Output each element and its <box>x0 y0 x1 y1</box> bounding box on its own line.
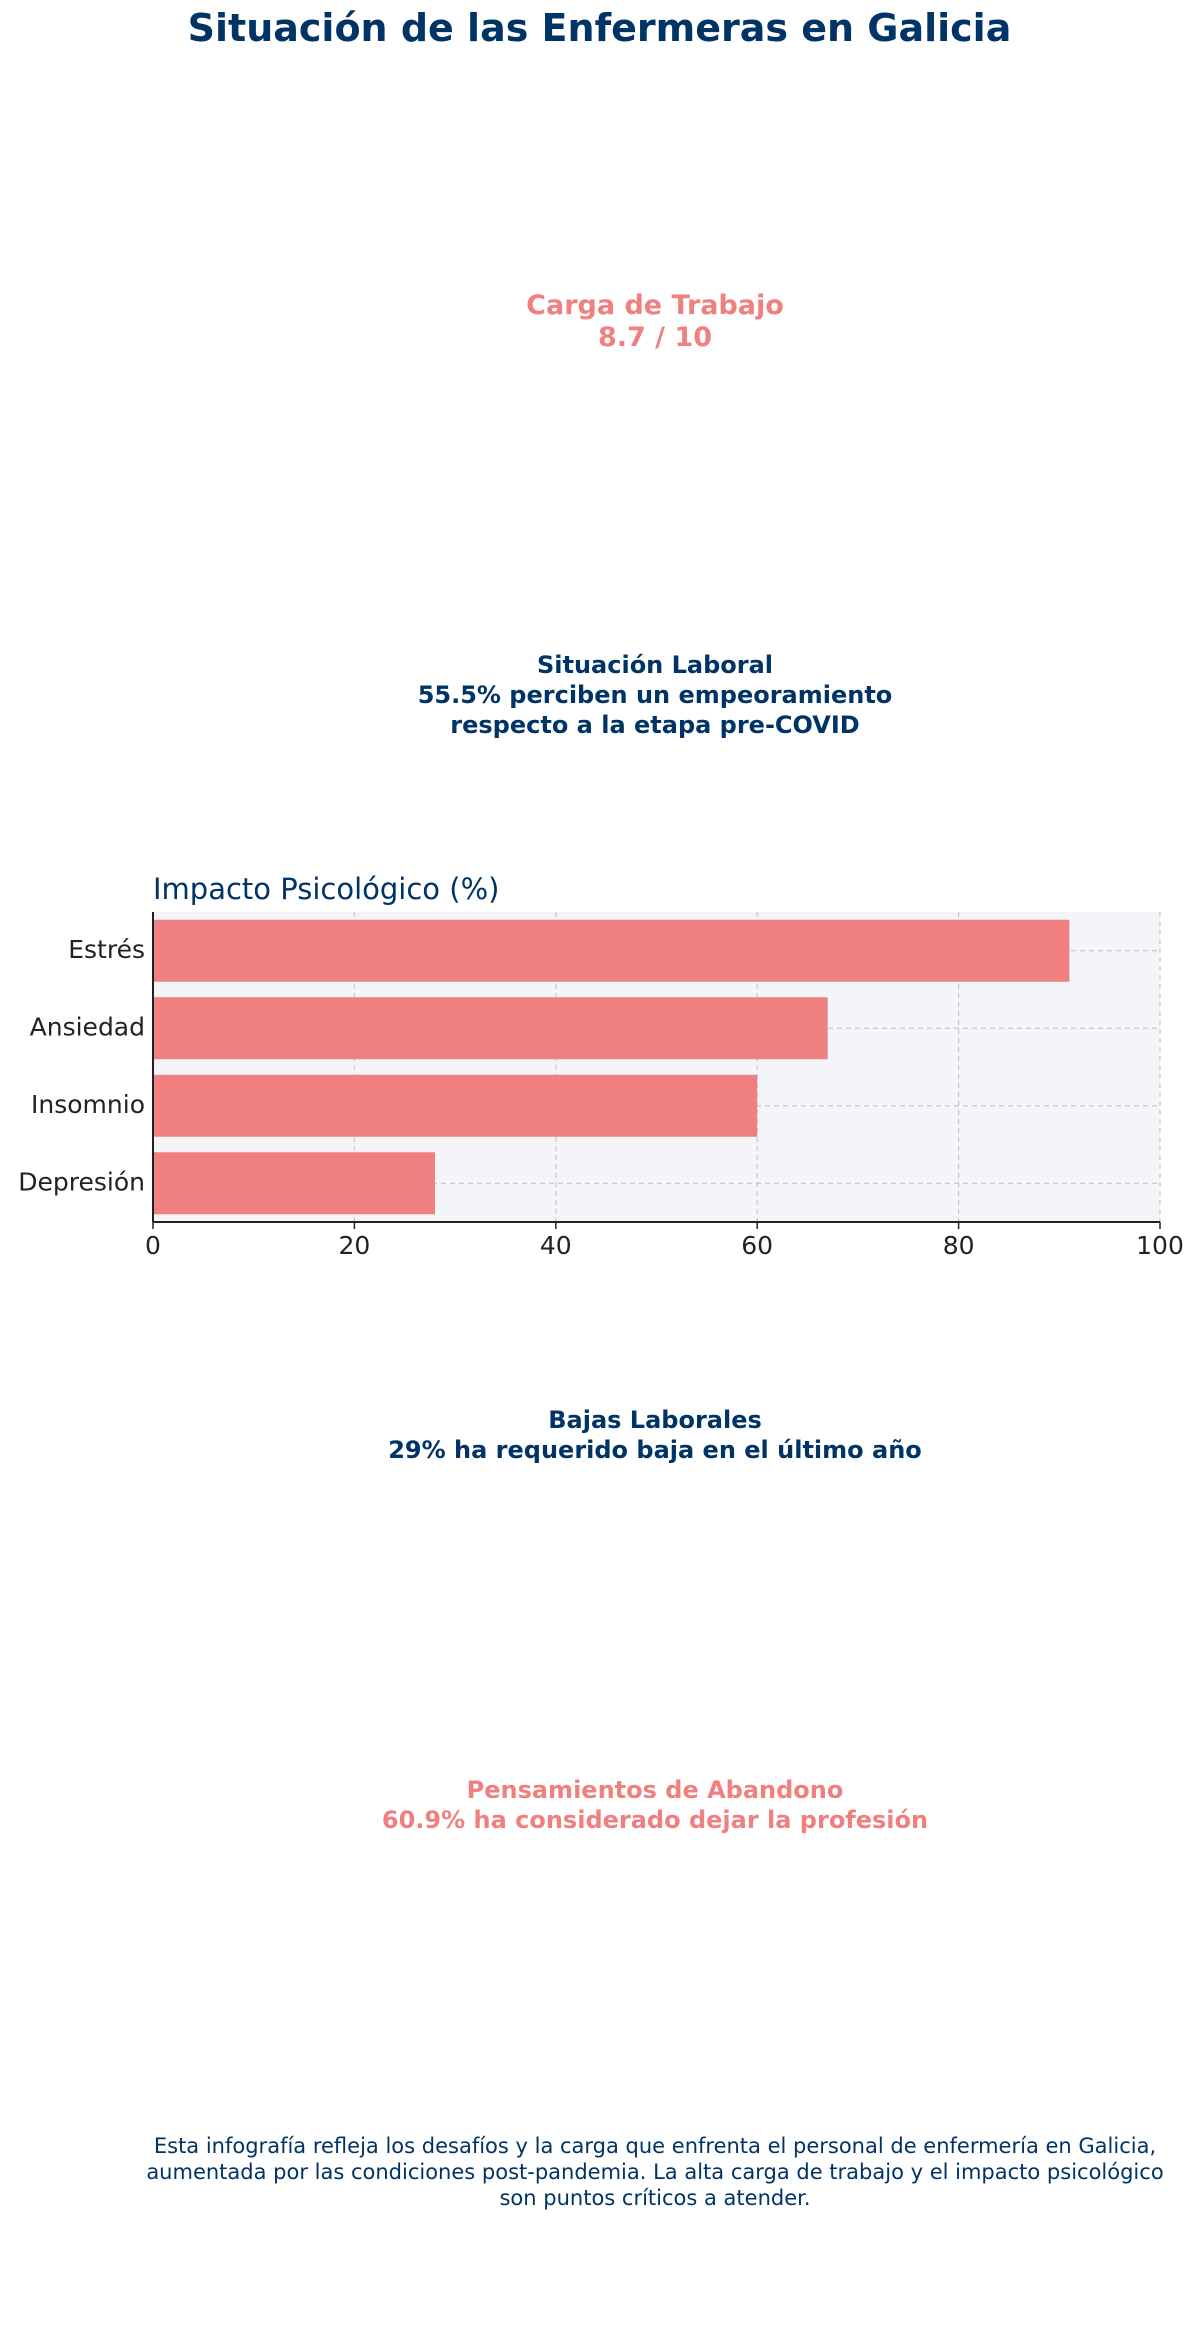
sick-leave-label: Bajas Laborales <box>548 1406 762 1434</box>
page-title: Situación de las Enfermeras en Galicia <box>187 6 1012 50</box>
x-tick-label: 60 <box>741 1231 773 1260</box>
bar-0 <box>153 919 1070 982</box>
x-tick-label: 40 <box>540 1231 572 1260</box>
footer-line3: son puntos críticos a atender. <box>499 2186 811 2210</box>
category-label: Estrés <box>68 935 145 964</box>
footer-line2: aumentada por las condiciones post-pande… <box>146 2160 1164 2184</box>
x-tick-label: 100 <box>1136 1231 1184 1260</box>
bar-2 <box>153 1074 758 1137</box>
workload-value: 8.7 / 10 <box>597 322 713 353</box>
footer-note: Esta infografía refleja los desafíos y l… <box>120 2133 1190 2211</box>
footer-line1: Esta infografía refleja los desafíos y l… <box>153 2134 1157 2158</box>
workload-label: Carga de Trabajo <box>526 290 784 321</box>
quitting-label: Pensamientos de Abandono <box>466 1776 844 1804</box>
chart-title: Impacto Psicológico (%) <box>153 872 500 906</box>
bar-1 <box>153 997 828 1060</box>
sick-leave-value: 29% ha requerido baja en el último año <box>388 1436 922 1464</box>
sick-leave-card: Bajas Laborales 29% ha requerido baja en… <box>0 1405 1199 1465</box>
category-label: Depresión <box>18 1167 145 1196</box>
category-label: Insomnio <box>31 1090 145 1119</box>
employment-line1: 55.5% perciben un empeoramiento <box>417 681 893 709</box>
psych-impact-chart: Estrés Ansiedad Insomnio Depresión 0 20 40 60 80… <box>18 912 1184 1260</box>
quitting-card: Pensamientos de Abandono 60.9% ha consid… <box>0 1775 1199 1835</box>
workload-card: Carga de Trabajo 8.7 / 10 <box>0 290 1199 354</box>
x-tick-label: 80 <box>943 1231 975 1260</box>
category-label: Ansiedad <box>30 1012 145 1041</box>
x-tick-label: 0 <box>145 1231 161 1260</box>
x-tick-label: 20 <box>338 1231 370 1260</box>
employment-card: Situación Laboral 55.5% perciben un empe… <box>0 650 1199 740</box>
employment-line2: respecto a la etapa pre-COVID <box>450 711 860 739</box>
quitting-value: 60.9% ha considerado dejar la profesión <box>381 1806 929 1834</box>
employment-label: Situación Laboral <box>536 651 774 679</box>
bar-3 <box>153 1152 435 1215</box>
